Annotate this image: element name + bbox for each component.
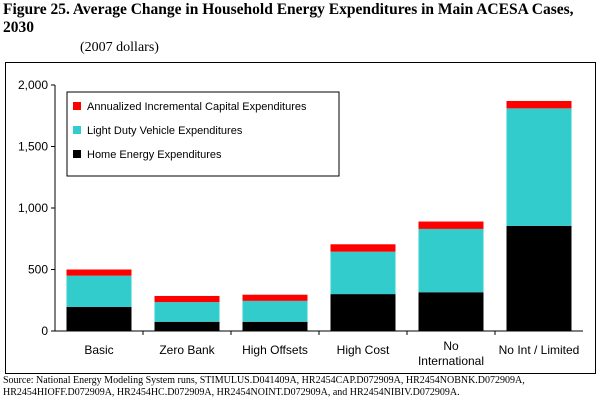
bar-segment bbox=[418, 228, 484, 293]
bar-segment bbox=[418, 292, 484, 331]
figure-title: Figure 25. Average Change in Household E… bbox=[3, 1, 574, 36]
legend-box bbox=[66, 91, 340, 177]
bar-segment bbox=[506, 108, 572, 226]
bar-segment bbox=[506, 100, 572, 109]
y-tick-label: 2,000 bbox=[18, 78, 48, 92]
y-tick-label: 0 bbox=[41, 324, 48, 338]
bar-segment bbox=[242, 300, 308, 322]
bar-segment bbox=[154, 295, 220, 303]
legend-swatch bbox=[73, 126, 81, 134]
bar-segment bbox=[418, 221, 484, 229]
units-label: (2007 dollars) bbox=[80, 40, 159, 55]
bar-segment bbox=[66, 269, 132, 276]
bar-segment bbox=[154, 321, 220, 331]
bar-segment bbox=[66, 275, 132, 308]
legend-swatch bbox=[73, 150, 81, 158]
x-tick-label: Zero Bank bbox=[159, 343, 215, 357]
x-tick-label: No Int / Limited bbox=[499, 343, 580, 357]
x-tick-label: High Cost bbox=[337, 343, 390, 357]
x-tick-label: International bbox=[418, 354, 484, 368]
x-tick-label: No bbox=[443, 339, 459, 353]
bar-segment bbox=[330, 294, 396, 331]
y-tick-label: 500 bbox=[28, 263, 48, 277]
y-tick-label: 1,500 bbox=[18, 140, 48, 154]
bar-segment bbox=[330, 244, 396, 252]
bar-segment bbox=[242, 321, 308, 331]
bar-segment bbox=[154, 302, 220, 322]
bar-segment bbox=[242, 294, 308, 301]
legend-swatch bbox=[73, 102, 81, 110]
legend-label: Light Duty Vehicle Expenditures bbox=[87, 125, 243, 137]
bar-segment bbox=[66, 307, 132, 331]
bar-segment bbox=[330, 251, 396, 295]
y-tick-label: 1,000 bbox=[18, 201, 48, 215]
legend-label: Home Energy Expenditures bbox=[87, 149, 222, 161]
source-note: Source: National Energy Modeling System … bbox=[3, 375, 525, 398]
legend-label: Annualized Incremental Capital Expenditu… bbox=[87, 101, 307, 113]
bar-segment bbox=[506, 225, 572, 331]
x-tick-label: Basic bbox=[84, 343, 113, 357]
x-tick-label: High Offsets bbox=[242, 343, 308, 357]
